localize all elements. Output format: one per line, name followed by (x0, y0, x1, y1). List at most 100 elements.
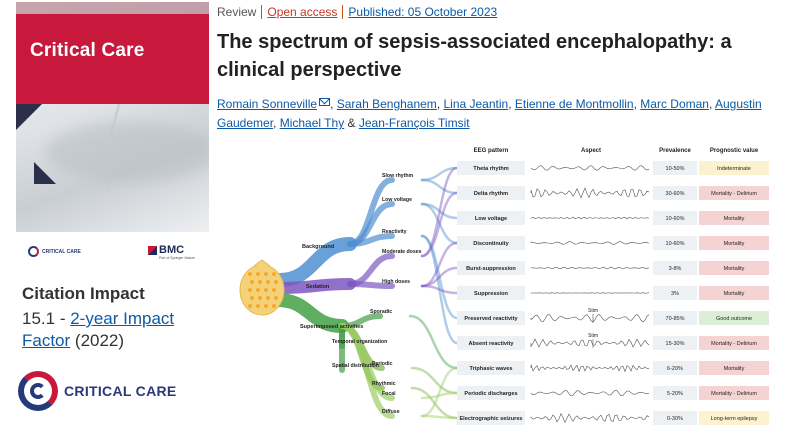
critical-care-ring-icon (28, 246, 39, 257)
bmc-logo[interactable]: BMC Part of Springer Nature (148, 244, 195, 260)
sankey-flow (420, 266, 459, 288)
electrode-dot (266, 296, 270, 300)
prognosis-value: Mortality - Delirium (711, 191, 757, 197)
prevalence-cell (653, 311, 697, 325)
electrode-dot (258, 296, 262, 300)
author-list: Romain Sonneville, Sarah Benghanem, Lina… (217, 95, 777, 133)
eeg-figure[interactable]: Background Sedation Superimposed activitie… (232, 138, 772, 438)
cover-triangle-top (16, 104, 42, 130)
pattern-label: Low voltage (475, 216, 507, 222)
head-nose (253, 259, 271, 267)
sankey-flow (420, 241, 459, 288)
electrode-dot (272, 304, 276, 308)
sub-node-label: Slow rhythm (382, 173, 414, 179)
pattern-label: Absent reactivity (468, 341, 514, 347)
electrode-dot (264, 304, 268, 308)
eeg-figure-svg: Background Sedation Superimposed activitie… (239, 148, 769, 425)
author-separator: , (633, 97, 641, 111)
author-link[interactable]: Romain Sonneville (217, 97, 318, 111)
pattern-cell (457, 161, 525, 175)
author-link[interactable]: Lina Jeantin (443, 97, 509, 111)
mail-icon[interactable] (319, 98, 331, 106)
author-link[interactable]: Etienne de Montmollin (514, 97, 634, 111)
pattern-label: Electrographic seizures (459, 416, 522, 422)
prognosis-value: Indeterminate (717, 166, 751, 172)
prognosis-cell (699, 336, 769, 350)
sankey-flow (420, 166, 459, 258)
prognosis-cell (699, 261, 769, 275)
eeg-trace (530, 364, 650, 373)
prevalence-cell (653, 161, 697, 175)
table-header: Prognostic value (710, 148, 759, 154)
sankey-flow (420, 391, 459, 400)
sankey-flow (420, 234, 459, 345)
sankey-flow (420, 414, 459, 420)
author-link[interactable]: Sarah Benghanem (336, 97, 437, 111)
stim-label: Stim (588, 308, 598, 314)
electrode-dot (258, 280, 262, 284)
sankey-flow (271, 293, 349, 333)
article-title: The spectrum of sepsis-associated enceph… (217, 31, 732, 81)
author-link[interactable]: Michael Thy (279, 116, 345, 130)
author-separator: & (344, 116, 359, 130)
prognosis-value: Mortality - Delirium (711, 341, 757, 347)
sankey-flow (420, 284, 459, 295)
impact-dash: - (55, 309, 71, 328)
article-type: Review (217, 5, 257, 19)
bmc-subtext: Part of Springer Nature (159, 256, 195, 260)
sankey-flow (408, 314, 459, 370)
sankey-flow (420, 202, 459, 220)
sankey-flow (420, 191, 459, 258)
electrode-dot (274, 296, 278, 300)
eeg-trace (530, 216, 650, 220)
open-access-link[interactable]: Open access (267, 5, 338, 19)
pattern-cell (457, 336, 525, 350)
pattern-cell (457, 386, 525, 400)
sankey-flow (274, 278, 356, 294)
sankey-flow (410, 366, 459, 395)
pattern-cell (457, 311, 525, 325)
prognosis-value: Mortality (724, 366, 745, 372)
citation-impact-line: 15.1 - 2-year Impact Factor (2022) (22, 308, 207, 352)
electrode-dot (256, 304, 260, 308)
pattern-label: Triphasic waves (470, 366, 513, 372)
impact-factor-link[interactable]: 2-year Impact Factor (22, 309, 175, 350)
journal-cover[interactable]: Critical Care (16, 2, 209, 232)
citation-impact-heading: Citation Impact (22, 284, 145, 303)
prevalence-cell (653, 211, 697, 225)
prevalence-value: 70-85% (666, 316, 685, 322)
author-link[interactable]: Jean-François Timsit (358, 116, 470, 130)
table-header: Aspect (581, 148, 601, 154)
eeg-trace (530, 313, 650, 323)
group-label: Sedation (306, 284, 330, 290)
table-header: Prevalence (659, 148, 691, 154)
prognosis-value: Good outcome (716, 316, 752, 322)
critical-care-logo-icon (18, 371, 58, 411)
prevalence-cell (653, 286, 697, 300)
stim-label: Stim (588, 333, 598, 339)
small-logo-text: CRITICAL CARE (42, 248, 81, 255)
published-date-link[interactable]: Published: 05 October 2023 (348, 5, 498, 19)
author-link[interactable]: Marc Doman (640, 97, 709, 111)
prognosis-value: Mortality - Delirium (711, 391, 757, 397)
eeg-trace (530, 266, 650, 270)
critical-care-logo-text: CRITICAL CARE (64, 383, 177, 399)
prognosis-value: Mortality (724, 241, 745, 247)
cover-band (16, 2, 209, 104)
electrode-dot (256, 272, 260, 276)
author-link[interactable]: Augustin Gaudemer (217, 97, 762, 130)
sub-node-label: Periodic (372, 361, 393, 367)
prognosis-value: Mortality (724, 291, 745, 297)
table-header: EEG pattern (474, 148, 509, 154)
critical-care-small-logo[interactable]: CRITICAL CARE (28, 246, 81, 257)
pattern-label: Suppression (474, 291, 508, 297)
critical-care-logo[interactable]: CRITICAL CARE (18, 371, 177, 411)
pattern-cell (457, 361, 525, 375)
pattern-cell (457, 211, 525, 225)
sankey-flow (420, 234, 459, 320)
prevalence-value: 6-20% (667, 366, 683, 372)
pattern-label: Burst-suppression (466, 266, 516, 272)
impact-value: 15.1 (22, 309, 56, 328)
pattern-label: Delta rhythm (474, 191, 508, 197)
prevalence-value: 3-8% (669, 266, 682, 272)
